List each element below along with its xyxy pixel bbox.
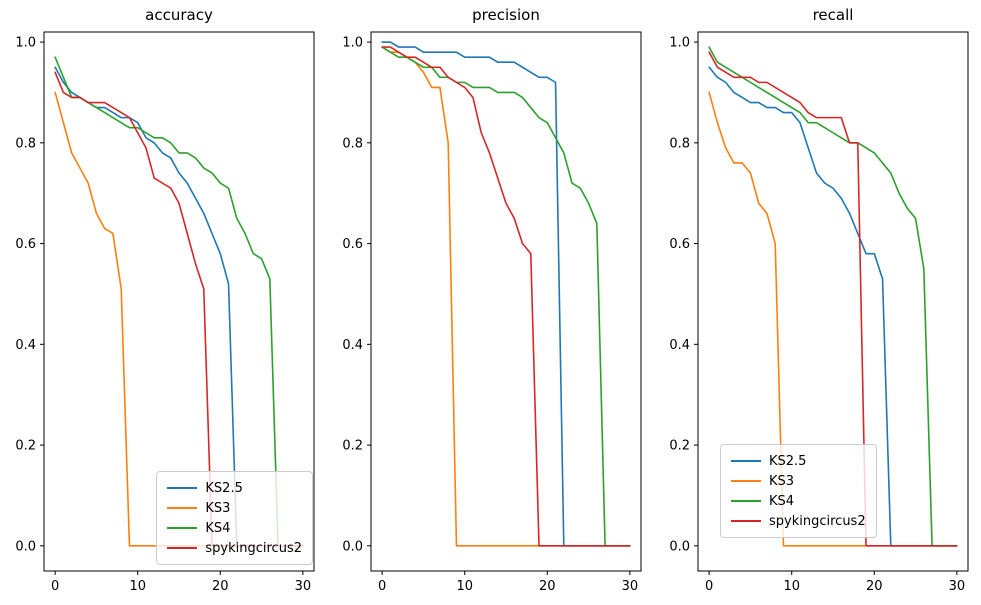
y-tick-label: 1.0: [669, 36, 690, 51]
legend-label: KS2.5: [769, 453, 807, 469]
recall-plot-area: 0 10 20 30 0.0 0.2 0.4 0.6 0.8 1.0: [669, 31, 969, 594]
legend-label: KS4: [205, 520, 231, 536]
legend-label: KS3: [205, 500, 231, 516]
subplot-accuracy: accuracy 0 10 20 30 0.0 0.2 0.4 0.6 0.8 1.0 KS2.5…: [0, 0, 327, 605]
y-tick-label: 0.0: [342, 539, 363, 554]
y-tick-label: 0.6: [342, 237, 363, 252]
y-tick-label: 0.4: [669, 338, 690, 353]
axes-spines: [43, 31, 315, 572]
legend-item: spykingcircus2: [731, 511, 866, 531]
legend-line-swatch: [167, 547, 198, 549]
legend-item: spykingcircus2: [167, 538, 302, 558]
y-tick-label: 1.0: [342, 36, 363, 51]
y-tick-label: 0.8: [669, 136, 690, 151]
x-tick-label: 10: [783, 579, 800, 594]
legend-line-swatch: [731, 460, 761, 462]
x-tick-label: 30: [295, 579, 312, 594]
x-tick-label: 20: [539, 579, 556, 594]
legend-item: KS4: [731, 491, 866, 511]
series-line-KS4: [54, 56, 304, 547]
y-tick-label: 0.8: [342, 136, 363, 151]
y-tick-label: 0.2: [342, 439, 363, 454]
x-tick-label: 0: [378, 579, 386, 594]
series-line-KS4: [708, 46, 958, 547]
legend-line-swatch: [167, 527, 198, 529]
x-tick-label: 10: [456, 579, 473, 594]
legend-label: spykingcircus2: [769, 513, 866, 529]
y-tick-label: 0.6: [15, 237, 36, 252]
subplot-precision: precision 0 10 20 30 0.0 0.2 0.4 0.6 0.8 1.0: [327, 0, 654, 605]
axes-spines: [370, 31, 642, 572]
x-tick-label: 20: [866, 579, 883, 594]
series-line-spykingcircus2: [708, 51, 958, 547]
legend-item: KS2.5: [167, 478, 302, 498]
precision-plot-area: 0 10 20 30 0.0 0.2 0.4 0.6 0.8 1.0: [342, 31, 642, 594]
legend-item: KS4: [167, 518, 302, 538]
y-tick-label: 0.0: [15, 539, 36, 554]
legend-line-swatch: [731, 480, 761, 482]
series-line-KS4: [381, 46, 631, 547]
y-tick-label: 0.4: [15, 338, 36, 353]
subplot-title-precision: precision: [472, 6, 540, 24]
x-tick-label: 20: [212, 579, 229, 594]
subplot-recall: recall 0 10 20 30 0.0 0.2 0.4 0.6 0.8 1.0 KS2.5 K…: [654, 0, 981, 605]
legend-label: KS4: [769, 493, 795, 509]
legend-item: KS3: [167, 498, 302, 518]
x-tick-label: 0: [51, 579, 59, 594]
legend-label: spykingcircus2: [205, 540, 302, 556]
y-tick-label: 0.4: [342, 338, 363, 353]
y-tick-label: 0.2: [15, 439, 36, 454]
x-tick-label: 30: [949, 579, 966, 594]
legend-line-swatch: [167, 487, 198, 489]
legend-recall: KS2.5 KS3 KS4 spykingcircus2: [720, 444, 877, 538]
legend-line-swatch: [731, 520, 761, 522]
series-line-KS3: [381, 46, 631, 547]
axes-spines: [697, 31, 969, 572]
x-tick-label: 0: [705, 579, 713, 594]
subplot-title-accuracy: accuracy: [145, 6, 213, 24]
y-tick-label: 1.0: [15, 36, 36, 51]
series-line-KS2.5: [381, 41, 631, 547]
legend-label: KS2.5: [205, 480, 243, 496]
subplot-title-recall: recall: [812, 6, 854, 24]
x-tick-label: 30: [622, 579, 639, 594]
y-tick-label: 0.6: [669, 237, 690, 252]
y-tick-label: 0.0: [669, 539, 690, 554]
legend-item: KS2.5: [731, 451, 866, 471]
series-line-spykingcircus2: [381, 46, 631, 547]
legend-line-swatch: [167, 507, 198, 509]
legend-line-swatch: [731, 500, 761, 502]
legend-accuracy: KS2.5 KS3 KS4 spykingcircus2: [156, 471, 313, 565]
y-tick-label: 0.8: [15, 136, 36, 151]
legend-item: KS3: [731, 471, 866, 491]
y-tick-label: 0.2: [669, 439, 690, 454]
x-tick-label: 10: [129, 579, 146, 594]
legend-label: KS3: [769, 473, 795, 489]
